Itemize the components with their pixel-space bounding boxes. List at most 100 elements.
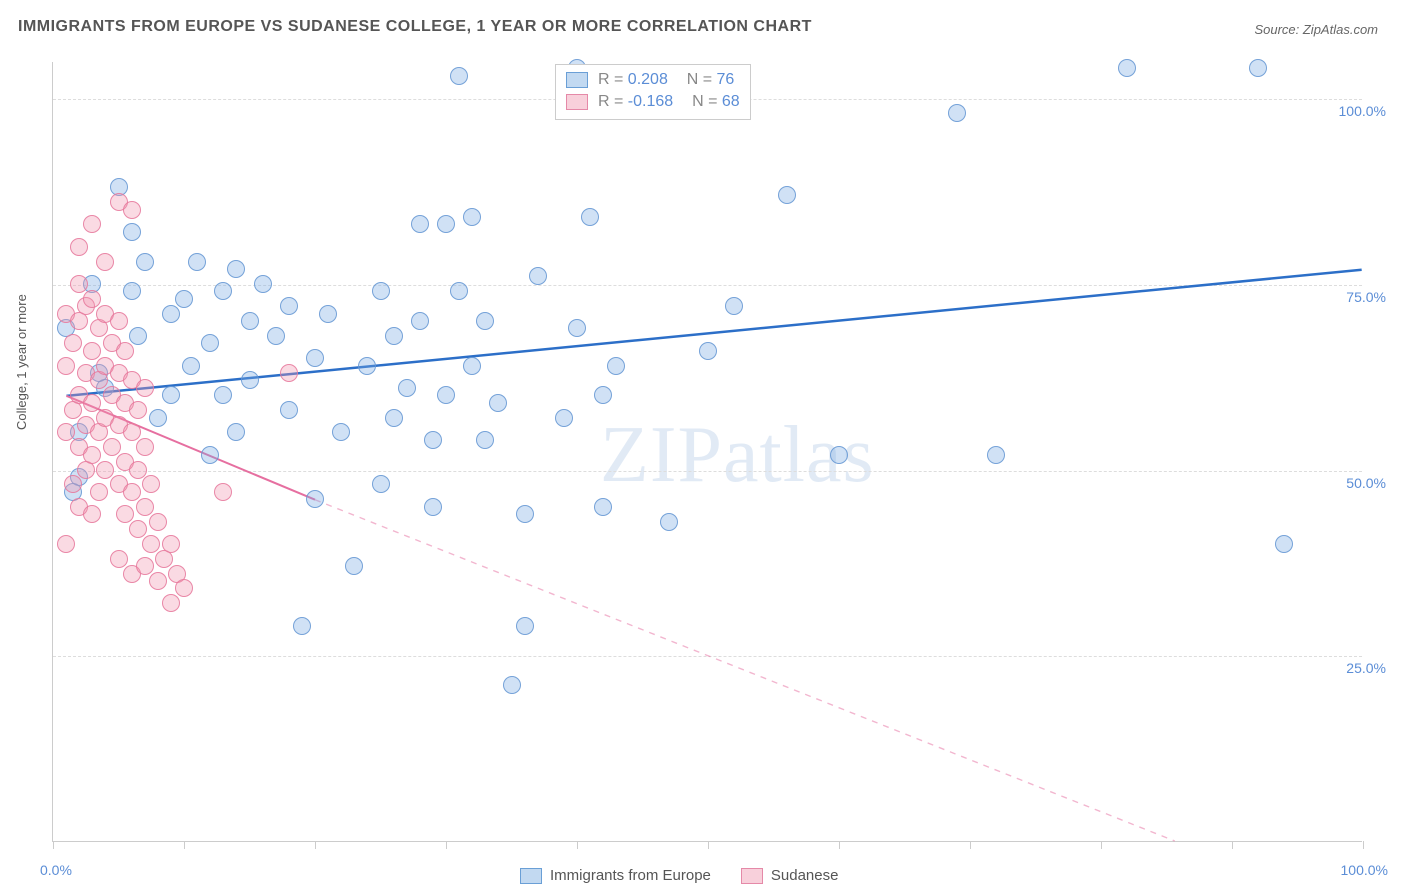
scatter-point bbox=[201, 334, 219, 352]
scatter-point bbox=[123, 223, 141, 241]
scatter-point bbox=[332, 423, 350, 441]
scatter-point bbox=[201, 446, 219, 464]
scatter-point bbox=[280, 297, 298, 315]
x-axis-max-label: 100.0% bbox=[1341, 862, 1388, 878]
scatter-point bbox=[424, 498, 442, 516]
scatter-point bbox=[83, 342, 101, 360]
scatter-point bbox=[306, 349, 324, 367]
scatter-point bbox=[411, 215, 429, 233]
scatter-point bbox=[129, 520, 147, 538]
gridline-h bbox=[53, 656, 1362, 657]
source-attribution: Source: ZipAtlas.com bbox=[1254, 22, 1378, 37]
scatter-point bbox=[1118, 59, 1136, 77]
scatter-point bbox=[64, 334, 82, 352]
y-tick-label: 100.0% bbox=[1339, 103, 1386, 119]
plot-area bbox=[52, 62, 1362, 842]
scatter-point bbox=[411, 312, 429, 330]
scatter-point bbox=[214, 483, 232, 501]
x-tick bbox=[184, 841, 185, 849]
scatter-point bbox=[136, 557, 154, 575]
scatter-point bbox=[123, 423, 141, 441]
scatter-point bbox=[699, 342, 717, 360]
scatter-point bbox=[129, 327, 147, 345]
scatter-point bbox=[149, 409, 167, 427]
scatter-point bbox=[987, 446, 1005, 464]
scatter-point bbox=[660, 513, 678, 531]
gridline-h bbox=[53, 471, 1362, 472]
scatter-point bbox=[476, 431, 494, 449]
scatter-point bbox=[280, 364, 298, 382]
scatter-point bbox=[136, 253, 154, 271]
scatter-point bbox=[123, 483, 141, 501]
scatter-point bbox=[372, 282, 390, 300]
scatter-point bbox=[227, 423, 245, 441]
x-tick bbox=[1101, 841, 1102, 849]
scatter-point bbox=[319, 305, 337, 323]
scatter-point bbox=[306, 490, 324, 508]
scatter-point bbox=[594, 386, 612, 404]
stats-row: R = 0.208 N = 76 bbox=[566, 69, 740, 91]
x-axis-min-label: 0.0% bbox=[40, 862, 72, 878]
x-tick bbox=[315, 841, 316, 849]
scatter-point bbox=[463, 208, 481, 226]
x-tick bbox=[970, 841, 971, 849]
scatter-point bbox=[516, 617, 534, 635]
scatter-point bbox=[103, 438, 121, 456]
legend-label: Immigrants from Europe bbox=[550, 867, 711, 884]
x-tick bbox=[53, 841, 54, 849]
x-tick bbox=[708, 841, 709, 849]
scatter-point bbox=[57, 423, 75, 441]
scatter-point bbox=[516, 505, 534, 523]
scatter-point bbox=[83, 215, 101, 233]
scatter-point bbox=[450, 67, 468, 85]
scatter-point bbox=[385, 409, 403, 427]
scatter-point bbox=[182, 357, 200, 375]
series-swatch bbox=[566, 72, 588, 88]
scatter-point bbox=[142, 535, 160, 553]
scatter-point bbox=[568, 319, 586, 337]
y-tick-label: 25.0% bbox=[1346, 660, 1386, 676]
scatter-point bbox=[136, 498, 154, 516]
scatter-point bbox=[437, 386, 455, 404]
scatter-point bbox=[110, 550, 128, 568]
scatter-point bbox=[398, 379, 416, 397]
legend-item: Immigrants from Europe bbox=[520, 867, 711, 884]
scatter-point bbox=[463, 357, 481, 375]
scatter-point bbox=[83, 446, 101, 464]
scatter-point bbox=[293, 617, 311, 635]
y-tick-label: 75.0% bbox=[1346, 289, 1386, 305]
scatter-point bbox=[116, 505, 134, 523]
scatter-point bbox=[162, 386, 180, 404]
x-tick bbox=[839, 841, 840, 849]
scatter-point bbox=[123, 201, 141, 219]
x-tick bbox=[1232, 841, 1233, 849]
scatter-point bbox=[175, 290, 193, 308]
scatter-point bbox=[241, 371, 259, 389]
correlation-stats-box: R = 0.208 N = 76R = -0.168 N = 68 bbox=[555, 64, 751, 120]
scatter-point bbox=[136, 438, 154, 456]
scatter-point bbox=[424, 431, 442, 449]
scatter-point bbox=[476, 312, 494, 330]
scatter-point bbox=[149, 513, 167, 531]
scatter-point bbox=[1249, 59, 1267, 77]
scatter-point bbox=[123, 282, 141, 300]
scatter-point bbox=[110, 312, 128, 330]
bottom-legend: Immigrants from EuropeSudanese bbox=[520, 867, 838, 884]
scatter-point bbox=[555, 409, 573, 427]
scatter-point bbox=[83, 290, 101, 308]
scatter-point bbox=[70, 238, 88, 256]
scatter-point bbox=[345, 557, 363, 575]
chart-title: IMMIGRANTS FROM EUROPE VS SUDANESE COLLE… bbox=[18, 18, 812, 36]
scatter-point bbox=[267, 327, 285, 345]
scatter-point bbox=[162, 535, 180, 553]
gridline-h bbox=[53, 285, 1362, 286]
y-tick-label: 50.0% bbox=[1346, 475, 1386, 491]
scatter-point bbox=[129, 401, 147, 419]
x-tick bbox=[577, 841, 578, 849]
scatter-point bbox=[227, 260, 245, 278]
scatter-point bbox=[116, 342, 134, 360]
scatter-point bbox=[280, 401, 298, 419]
scatter-point bbox=[162, 594, 180, 612]
scatter-point bbox=[594, 498, 612, 516]
scatter-point bbox=[948, 104, 966, 122]
